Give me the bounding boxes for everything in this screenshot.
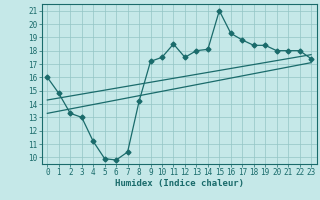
X-axis label: Humidex (Indice chaleur): Humidex (Indice chaleur) xyxy=(115,179,244,188)
